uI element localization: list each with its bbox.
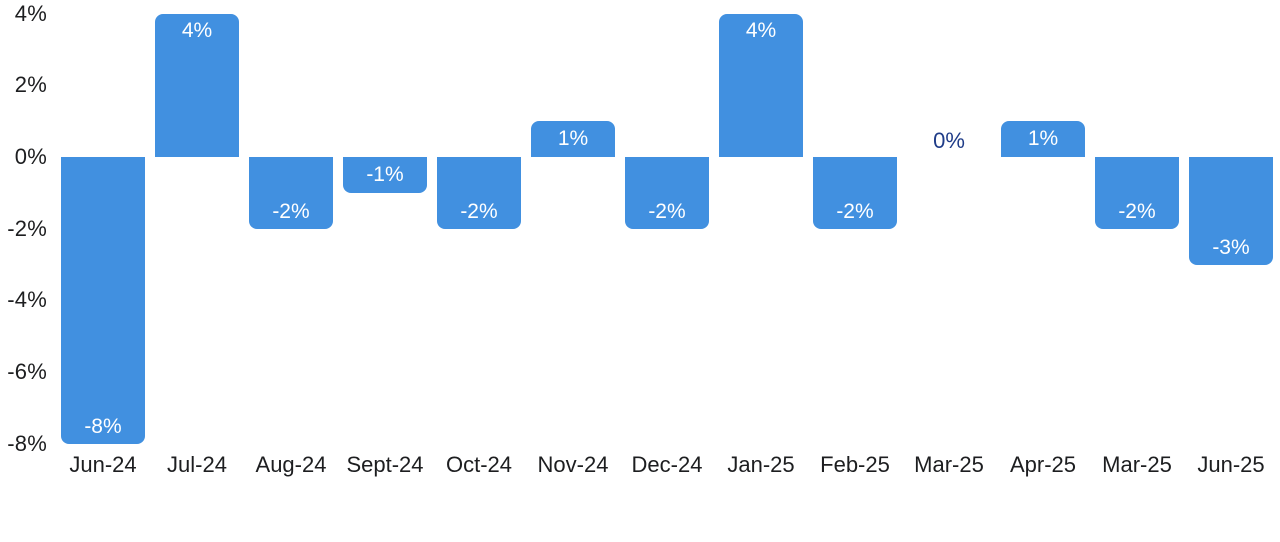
- y-axis-tick-label: -2%: [7, 215, 47, 241]
- y-axis-tick-label: -6%: [7, 359, 47, 385]
- bar-value-label: -3%: [1212, 235, 1250, 259]
- x-axis-category-label: Nov-24: [537, 452, 609, 477]
- y-axis-tick-label: 0%: [14, 144, 47, 169]
- y-axis-tick-label: 4%: [14, 0, 47, 26]
- y-axis-tick-label: 2%: [14, 72, 47, 98]
- bar-value-label: -1%: [366, 162, 404, 186]
- x-axis-category-label: Jan-25: [727, 452, 795, 477]
- x-axis-category-label: Jun-24: [69, 452, 137, 477]
- bar: -2%: [625, 157, 709, 229]
- bar: 1%: [531, 121, 615, 157]
- bar-value-label: 1%: [557, 127, 589, 151]
- bar: -8%: [61, 157, 145, 444]
- x-axis-category-label: Jun-25: [1197, 452, 1265, 477]
- bar-value-label: 1%: [1027, 127, 1059, 151]
- bar: 1%: [1001, 121, 1085, 157]
- x-axis-category-label: Dec-24: [631, 452, 703, 477]
- bar: -2%: [1095, 157, 1179, 229]
- x-axis-category-label: Jul-24: [167, 452, 227, 477]
- x-axis-category-label: Feb-25: [820, 452, 890, 477]
- bar-value-label: 4%: [745, 18, 777, 42]
- bar: -1%: [343, 157, 427, 193]
- bar: -3%: [1189, 157, 1273, 265]
- bar: -2%: [437, 157, 521, 229]
- bar: 4%: [719, 13, 803, 157]
- bar-value-label: -2%: [1118, 199, 1156, 223]
- x-axis-category-label: Mar-25: [914, 452, 984, 477]
- y-axis-tick-label: -8%: [7, 430, 47, 456]
- bar-value-label: -2%: [272, 199, 310, 223]
- y-axis-tick-label: -4%: [7, 287, 47, 313]
- x-axis-category-label: Oct-24: [445, 452, 513, 477]
- bar: -2%: [813, 157, 897, 229]
- bar: -2%: [249, 157, 333, 229]
- bar-value-label: -2%: [460, 199, 498, 223]
- zero-value-label: 0%: [933, 128, 965, 153]
- bar-value-label: 4%: [181, 18, 213, 42]
- x-axis-category-label: Sept-24: [346, 452, 424, 477]
- x-axis-category-label: Mar-25: [1102, 452, 1172, 477]
- bar-value-label: -2%: [648, 199, 686, 223]
- bar-value-label: -8%: [84, 414, 122, 438]
- x-axis-category-label: Aug-24: [255, 452, 327, 477]
- x-axis-category-label: Apr-25: [1009, 452, 1077, 477]
- bar: 4%: [155, 13, 239, 157]
- bar-value-label: -2%: [836, 199, 874, 223]
